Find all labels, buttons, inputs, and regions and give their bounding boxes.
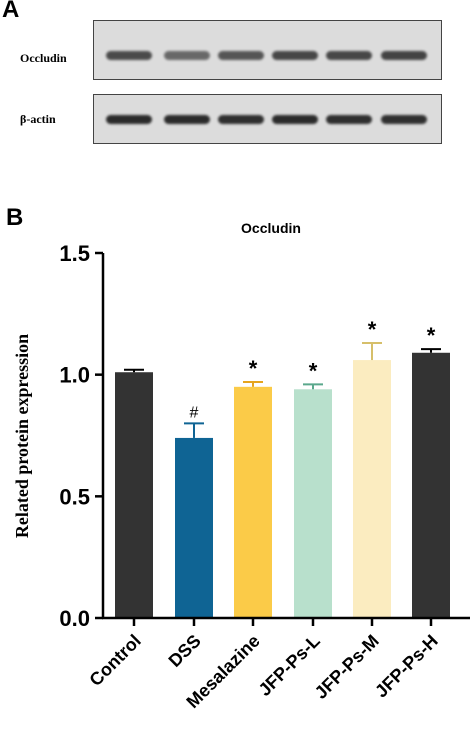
x-tick-label: JFP-Ps-M [311, 631, 383, 703]
blot-band [218, 115, 264, 124]
significance-label: * [309, 358, 318, 383]
blot-band [164, 51, 210, 60]
x-tick-label: JFP-Ps-H [371, 631, 442, 702]
axis-layer [95, 251, 470, 626]
y-tick-label: 1.5 [59, 241, 90, 266]
significance-label: * [427, 323, 436, 348]
y-axis-label: Related protein expression [12, 334, 32, 538]
blot-band [164, 115, 210, 124]
bar [294, 389, 332, 618]
blot-band [381, 115, 427, 124]
blot-band [272, 51, 318, 60]
blot-band [218, 51, 264, 60]
significance-label: # [190, 404, 199, 421]
blot-band [326, 115, 372, 124]
bars-layer [115, 342, 450, 618]
x-tick-label: Control [85, 631, 144, 690]
western-blot-beta-actin [93, 94, 442, 144]
panel-a-letter: A [2, 0, 20, 23]
chart-title: Occludin [241, 220, 301, 236]
bar [412, 352, 450, 618]
blot-band [381, 51, 427, 60]
blot-band [272, 115, 318, 124]
bar [175, 437, 213, 618]
bar [353, 360, 391, 618]
significance-label: * [249, 356, 258, 381]
y-tick-label: 0.5 [59, 484, 90, 509]
blot-label-beta-actin: β-actin [20, 112, 56, 126]
blot-band [106, 115, 152, 124]
bar [234, 386, 272, 618]
significance-label: * [368, 317, 377, 342]
blot-label-occludin: Occludin [20, 51, 67, 65]
western-blot-occludin [93, 20, 442, 80]
bar [115, 372, 153, 618]
blot-band [326, 51, 372, 60]
y-tick-label: 1.0 [59, 363, 90, 388]
x-tick-label: DSS [165, 631, 205, 671]
panel-b-letter: B [6, 204, 24, 231]
blot-band [106, 51, 152, 60]
y-tick-label: 0.0 [59, 606, 90, 631]
